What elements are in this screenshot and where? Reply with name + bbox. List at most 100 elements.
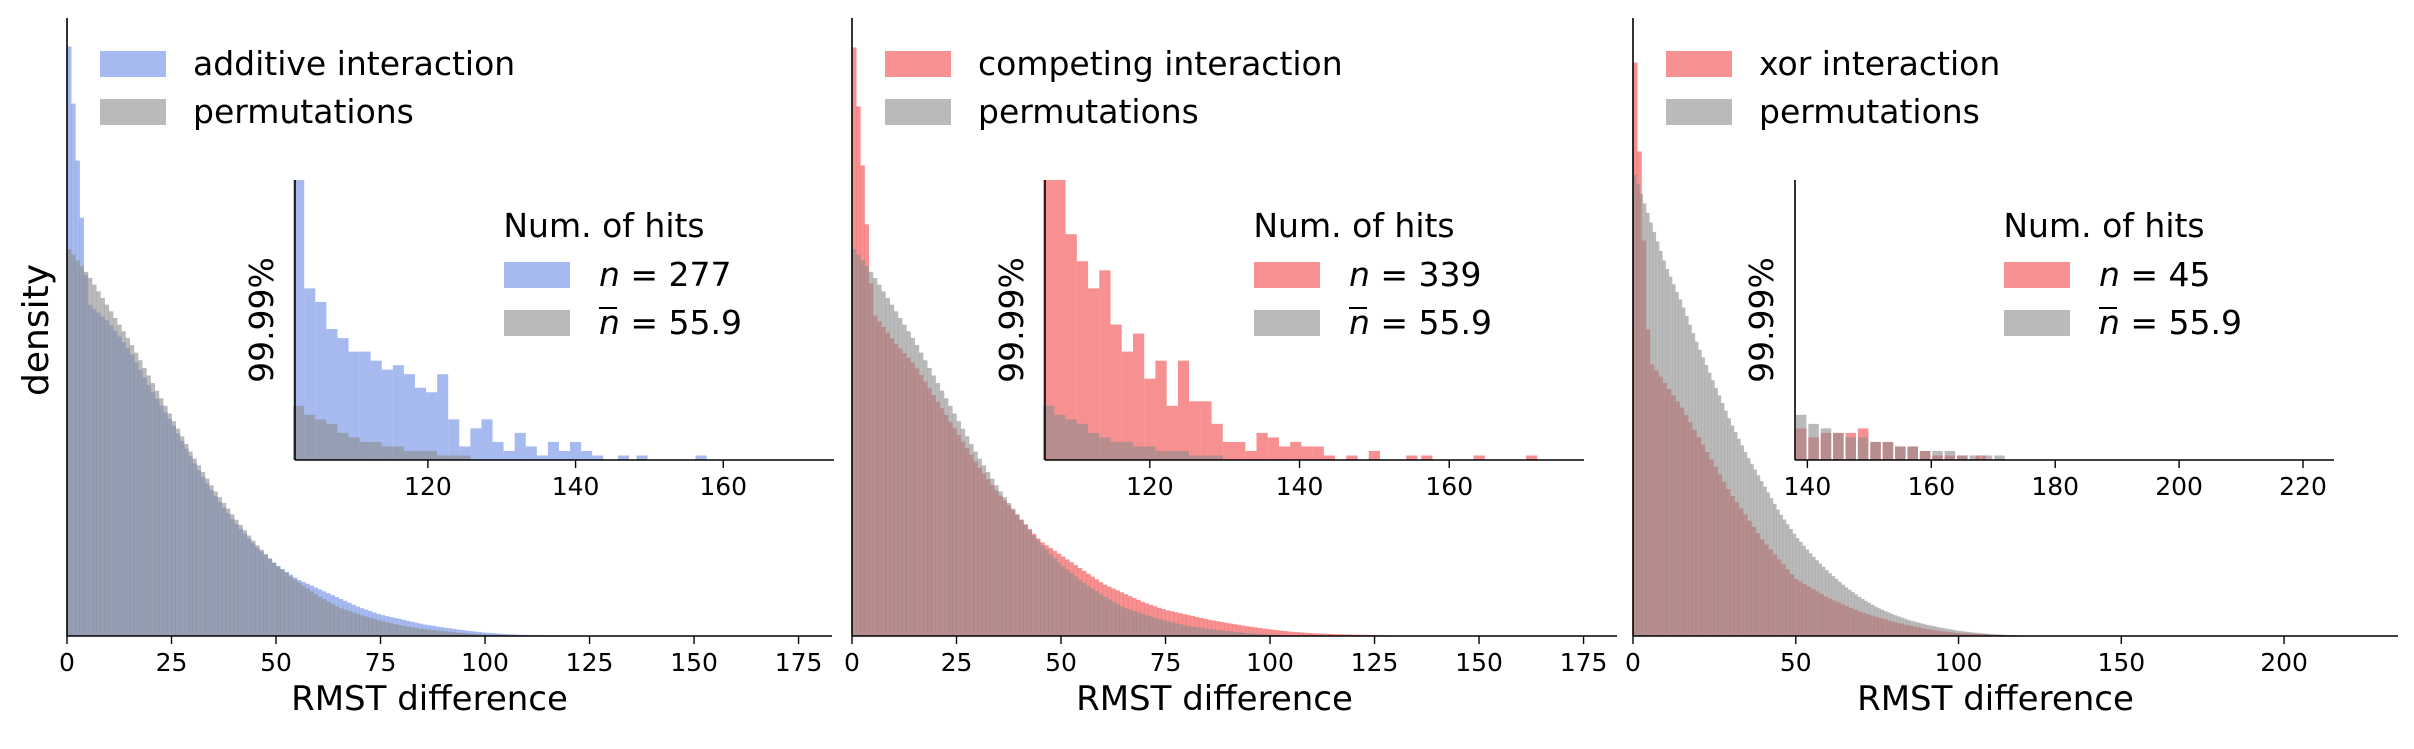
bar (322, 599, 327, 636)
bar (1698, 349, 1702, 636)
inset-bar (370, 441, 382, 460)
bar (1724, 410, 1728, 636)
inset-bar (481, 419, 493, 460)
inset-x-tick-label: 140 (552, 472, 600, 501)
bar (443, 631, 448, 636)
bar (200, 471, 206, 636)
bar (104, 304, 110, 636)
bar (1909, 620, 1914, 636)
inset-bar (514, 432, 526, 460)
bar (146, 375, 151, 636)
bar (121, 331, 126, 636)
bar (998, 491, 1003, 636)
bar (418, 628, 423, 636)
bar (1922, 624, 1927, 636)
bar (472, 633, 477, 636)
inset-bar (414, 387, 427, 460)
bar (1991, 634, 1995, 636)
bar (1844, 587, 1849, 636)
bar (1984, 633, 1989, 636)
bar (363, 616, 369, 636)
bar (288, 576, 294, 636)
bar (1048, 553, 1053, 636)
bar (426, 629, 431, 636)
inset-x-tick-label: 220 (2279, 472, 2327, 501)
bar (864, 266, 870, 636)
bar (67, 249, 72, 636)
bar (476, 634, 482, 636)
bar (852, 249, 857, 636)
inset-bar (403, 450, 415, 460)
bar (1232, 624, 1237, 636)
bar (952, 413, 957, 636)
bar (1958, 630, 1963, 636)
bar (1906, 619, 1911, 636)
bar (1854, 594, 1858, 636)
bar (1919, 623, 1924, 636)
inset-bar (1278, 446, 1291, 460)
bar (1249, 633, 1254, 636)
inset-bar (1065, 234, 1077, 460)
bar (1860, 598, 1865, 636)
bar (342, 609, 348, 636)
bar (501, 633, 507, 636)
bar (255, 545, 260, 636)
inset-bar (1155, 360, 1167, 460)
bar (1295, 632, 1300, 636)
bar (1678, 299, 1683, 636)
inset-bar (1088, 432, 1100, 460)
bar (1841, 584, 1845, 636)
bar (301, 585, 306, 636)
bar (175, 428, 181, 636)
bar (939, 390, 945, 636)
bar (108, 311, 114, 636)
inset-bar (547, 441, 559, 460)
bar (355, 613, 360, 636)
bar (1701, 357, 1705, 636)
bar (1198, 617, 1204, 636)
inset-x-tick-label: 180 (2031, 472, 2079, 501)
bar (1743, 452, 1748, 636)
bar (1776, 509, 1780, 636)
inset-bar (1975, 455, 1987, 460)
inset-bar (459, 446, 471, 460)
bar (263, 553, 268, 636)
legend-swatch (1666, 99, 1732, 125)
inset-bar (1189, 455, 1201, 460)
bar (889, 304, 895, 636)
bar (1224, 631, 1229, 636)
bar (1320, 633, 1325, 636)
legend-label: additive interaction (193, 44, 515, 83)
inset-bar (448, 419, 460, 460)
bar (1198, 627, 1204, 636)
bar (1649, 222, 1653, 636)
bar (1694, 341, 1699, 636)
bar (367, 617, 373, 636)
bar (1249, 626, 1254, 636)
bar (923, 360, 928, 636)
inset-bar (337, 432, 349, 460)
inset-bar (1969, 455, 1980, 460)
bar (380, 621, 386, 636)
inset-bar (695, 455, 707, 460)
inset-bar (426, 450, 438, 460)
bar (1316, 633, 1321, 636)
bar (1974, 632, 1979, 636)
inset-bar (1795, 414, 1807, 460)
bar (1027, 530, 1033, 636)
bar (1186, 625, 1191, 636)
legend-label: permutations (978, 92, 1199, 131)
bar (485, 632, 490, 636)
inset-bar (1065, 419, 1077, 460)
bar (1098, 594, 1104, 636)
inset-legend-title: Num. of hits (2003, 206, 2204, 245)
bar (1019, 519, 1024, 636)
bar (489, 633, 494, 636)
bar (1006, 502, 1012, 636)
inset-bar (326, 423, 338, 460)
bar (1746, 458, 1751, 636)
bar (1065, 569, 1070, 636)
bar (271, 562, 277, 636)
bar (397, 625, 402, 636)
bar (1688, 324, 1692, 636)
